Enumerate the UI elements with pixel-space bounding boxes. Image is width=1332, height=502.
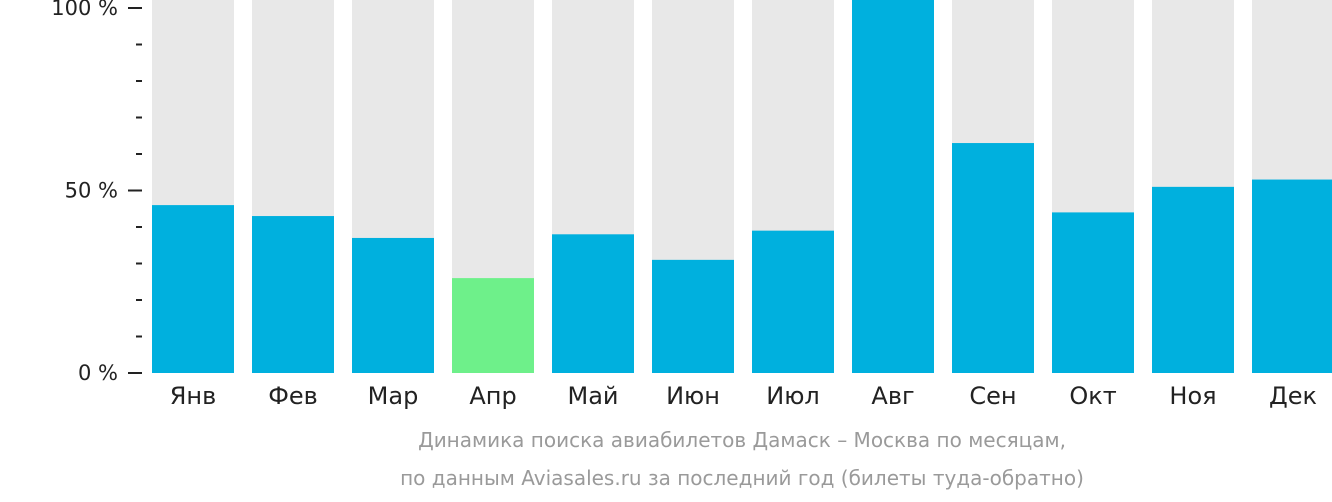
bar-4[interactable] bbox=[452, 278, 534, 373]
x-category-label: Май bbox=[567, 382, 618, 410]
x-category-label: Июн bbox=[666, 382, 720, 410]
y-tick-label: 50 % bbox=[65, 179, 118, 203]
x-axis-labels: Янв Фев Мар Апр Май Июн Июл Авг Сен Окт Ноя Дек bbox=[170, 382, 1317, 410]
chart-caption-line-1: Динамика поиска авиабилетов Дамаск – Мос… bbox=[418, 428, 1066, 452]
bar-10[interactable] bbox=[1052, 212, 1134, 373]
y-axis: 0 % 50 % 100 % bbox=[51, 0, 142, 385]
bar-12[interactable] bbox=[1252, 179, 1332, 373]
bar-chart: 0 % 50 % 100 % Янв Фев Мар Апр Май Июн Июл Авг Сен… bbox=[51, 0, 1332, 410]
x-category-label: Апр bbox=[469, 382, 516, 410]
x-category-label: Янв bbox=[170, 382, 217, 410]
bars bbox=[152, 0, 1332, 373]
x-category-label: Окт bbox=[1069, 382, 1116, 410]
bar-6[interactable] bbox=[652, 259, 734, 373]
bar-7[interactable] bbox=[752, 230, 834, 373]
bar-2[interactable] bbox=[252, 216, 334, 373]
bar-3[interactable] bbox=[352, 237, 434, 373]
bar-11[interactable] bbox=[1152, 186, 1234, 373]
chart-caption-line-2: по данным Aviasales.ru за последний год … bbox=[400, 466, 1084, 490]
bar-1[interactable] bbox=[152, 205, 234, 373]
x-category-label: Ноя bbox=[1169, 382, 1216, 410]
x-category-label: Сен bbox=[969, 382, 1016, 410]
y-tick-label: 100 % bbox=[51, 0, 118, 20]
x-category-label: Июл bbox=[766, 382, 820, 410]
y-tick-label: 0 % bbox=[78, 361, 118, 385]
x-category-label: Фев bbox=[268, 382, 318, 410]
x-category-label: Авг bbox=[871, 382, 914, 410]
x-category-label: Дек bbox=[1269, 382, 1317, 410]
bar-8[interactable] bbox=[852, 0, 934, 373]
bar-5[interactable] bbox=[552, 234, 634, 373]
x-category-label: Мар bbox=[368, 382, 419, 410]
bar-9[interactable] bbox=[952, 143, 1034, 373]
